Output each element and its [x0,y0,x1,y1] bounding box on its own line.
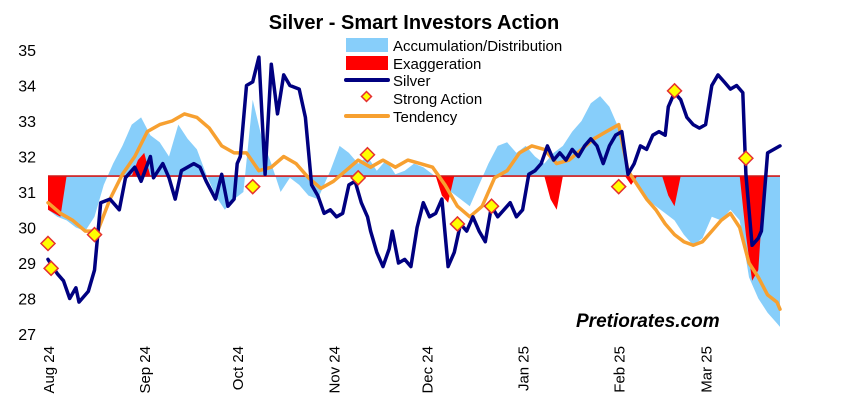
x-tick-label: Mar 25 [699,346,716,393]
tendency-layer [46,112,782,311]
legend-swatch-exaggeration [346,56,388,70]
watermark: Pretiorates.com [576,311,720,332]
plot-area [39,55,782,327]
silver-layer [46,55,782,304]
y-tick-label: 34 [18,79,36,96]
strong-action-marker [350,169,367,186]
y-tick-label: 31 [18,185,36,202]
x-tick-label: Dec 24 [419,346,436,394]
strong-action-marker [449,215,466,233]
legend-label-silver: Silver [393,73,431,90]
y-tick-label: 30 [18,221,36,238]
x-tick-label: Aug 24 [41,346,58,394]
silver-line [46,55,782,304]
tendency-line [46,112,782,311]
strong-action-marker [666,82,683,99]
x-tick-label: Jan 25 [516,346,533,391]
y-tick-label: 28 [18,292,36,309]
legend: Accumulation/Distribution Exaggeration S… [344,38,562,126]
strong-action-marker [86,226,103,243]
y-axis: 27 28 29 30 31 32 33 34 35 [18,43,36,344]
legend-label-exaggeration: Exaggeration [393,56,481,73]
strong-action-marker [359,146,376,163]
strong-action-marker [737,150,754,167]
strong-action-marker [39,235,57,252]
x-tick-label: Sep 24 [137,346,154,394]
accumulation-distribution-layer [48,96,780,327]
accumulation-area [48,96,780,327]
y-tick-label: 27 [18,327,36,344]
legend-label-tendency: Tendency [393,109,458,126]
y-tick-label: 33 [18,114,36,131]
x-tick-label: Nov 24 [326,346,343,394]
strong-action-marker [244,178,261,195]
strong-action-marker [43,260,60,277]
chart-title: Silver - Smart Investors Action [269,12,559,34]
x-tick-label: Oct 24 [230,346,247,390]
legend-swatch-accumulation [346,38,388,52]
y-tick-label: 29 [18,256,36,273]
y-tick-label: 32 [18,150,36,167]
strong-action-marker [483,198,500,215]
strong-action-marker [610,178,627,195]
legend-swatch-strong-action [360,90,373,103]
x-tick-label: Feb 25 [612,346,629,393]
y-tick-label: 35 [18,43,36,60]
x-axis: Aug 24 Sep 24 Oct 24 Nov 24 Dec 24 Jan 25 Feb … [41,346,716,394]
legend-label-accumulation: Accumulation/Distribution [393,38,562,55]
legend-label-strong-action: Strong Action [393,91,482,108]
strong-action-markers [39,82,754,277]
